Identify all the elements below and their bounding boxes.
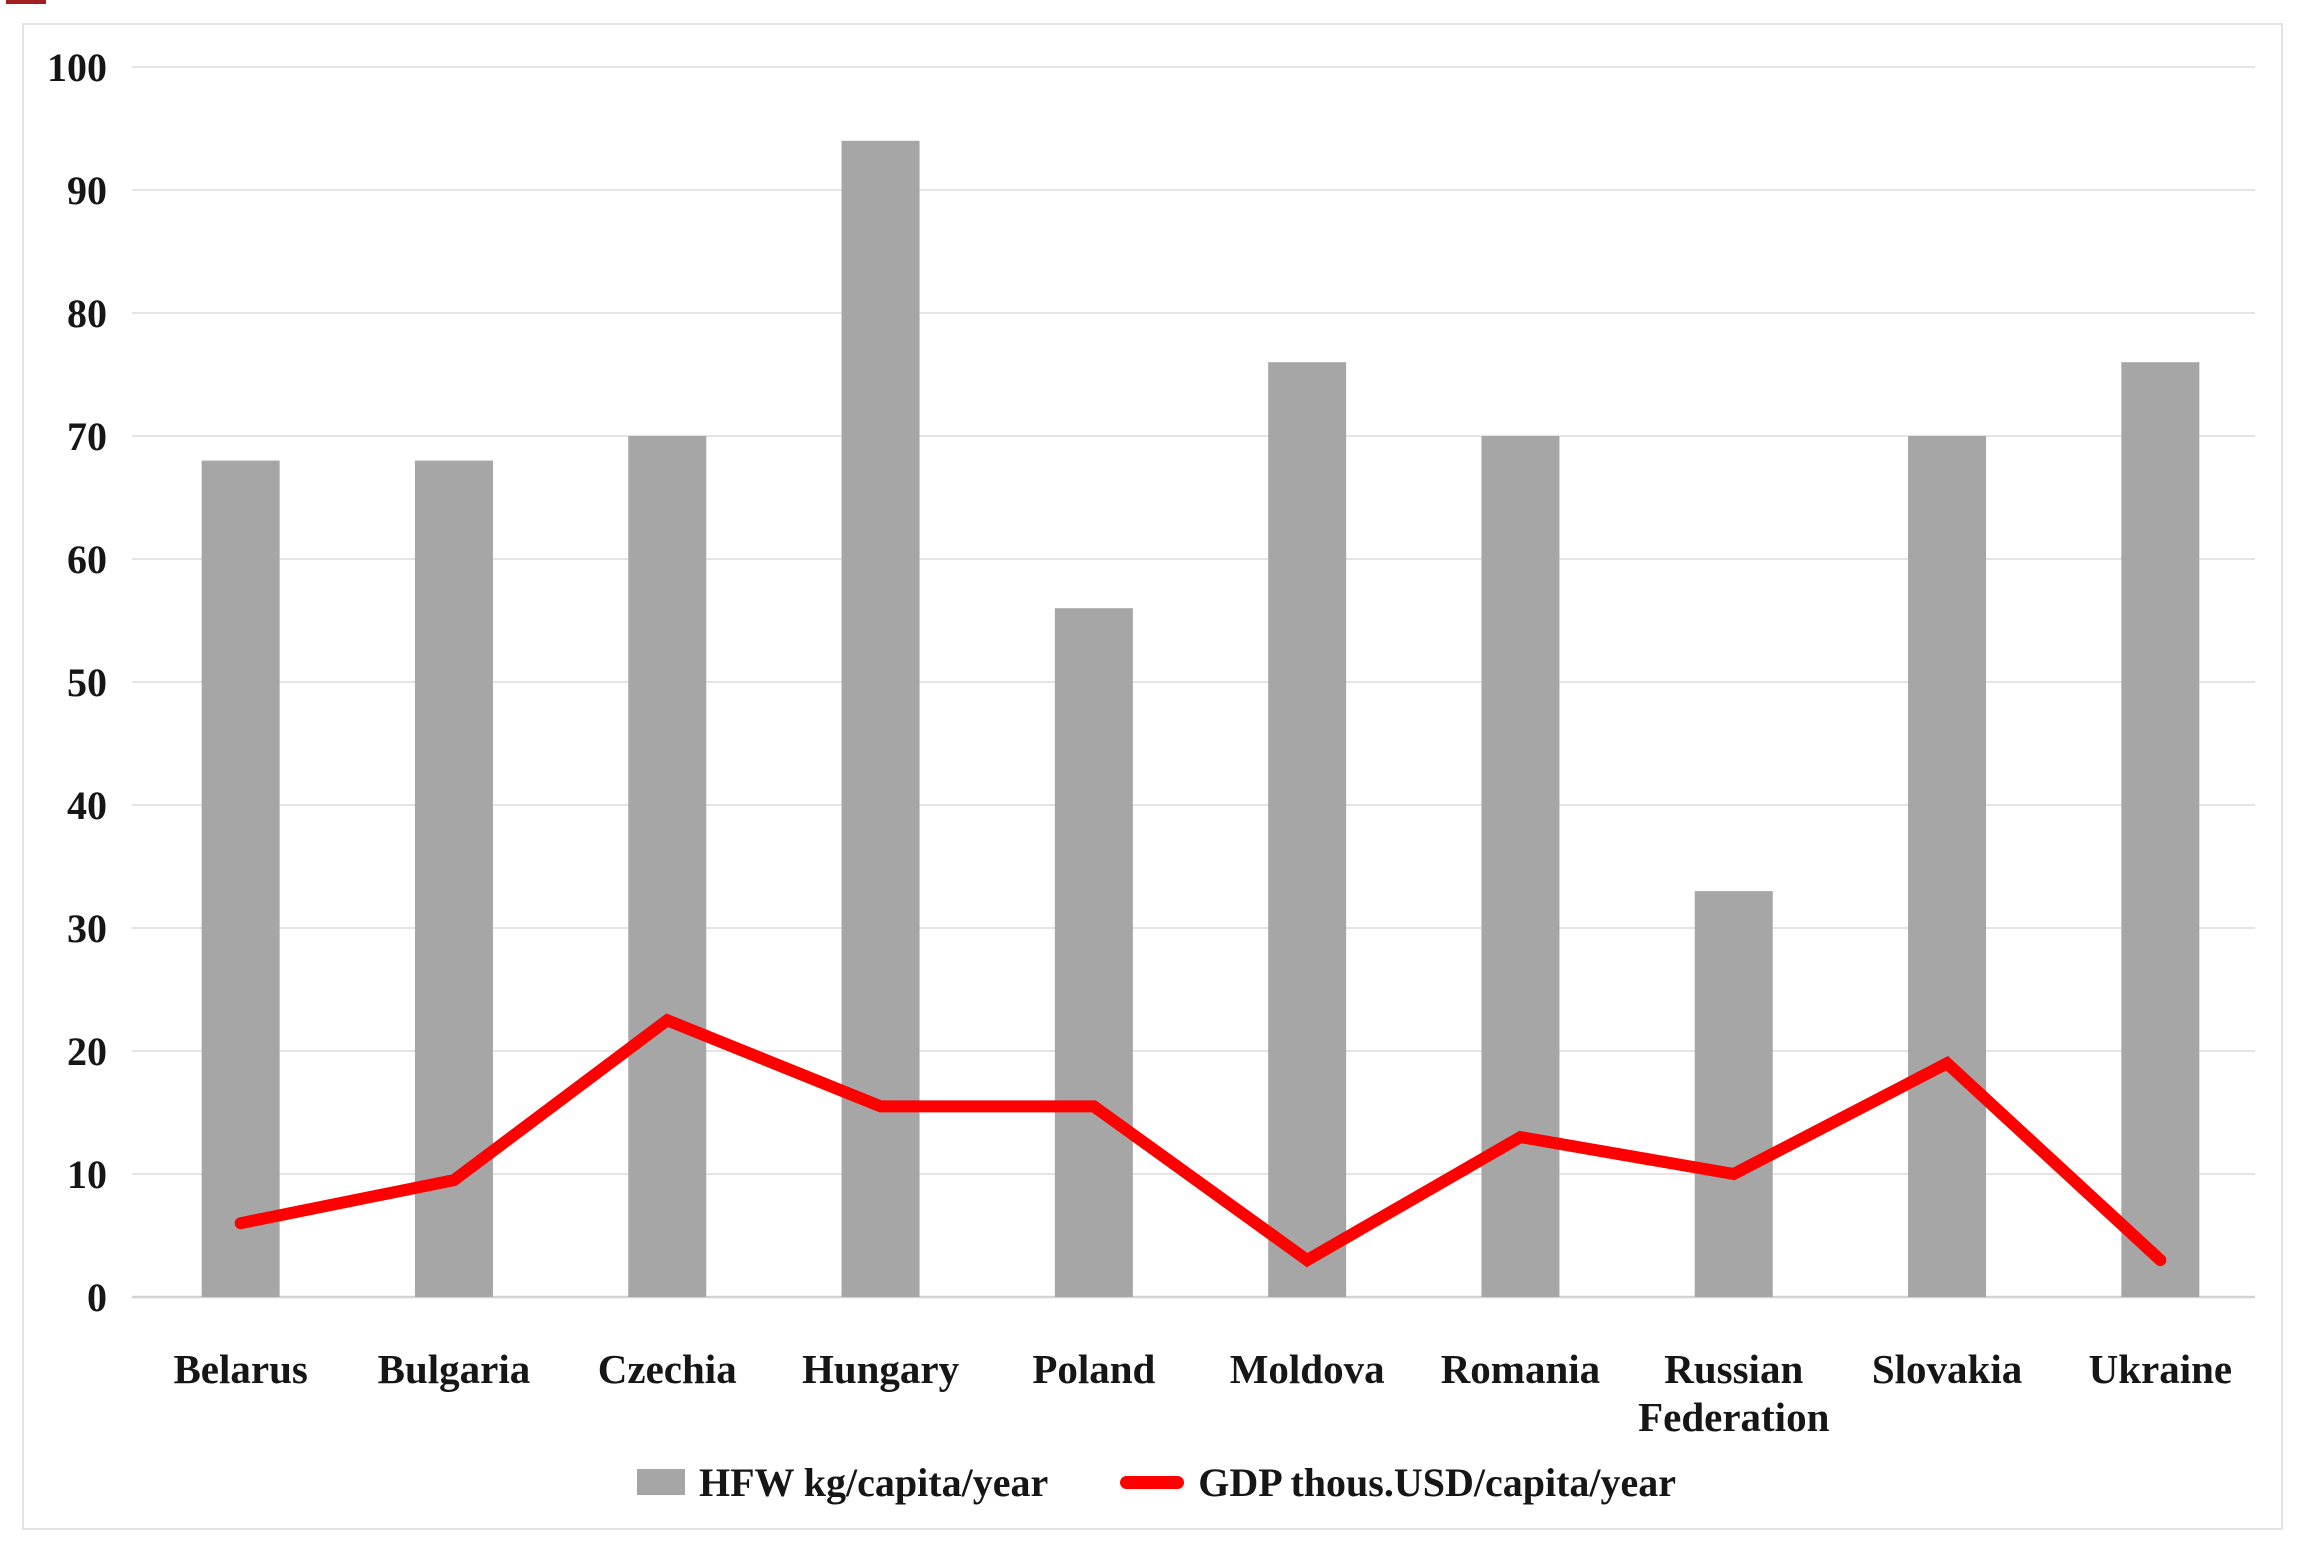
x-category-label: Belarus — [173, 1346, 307, 1392]
legend-bar-label: HFW kg/capita/year — [698, 1459, 1049, 1505]
bar-belarus — [201, 460, 280, 1298]
bar-czechia — [628, 436, 707, 1297]
y-tick-label: 40 — [67, 783, 107, 828]
bar-poland — [1054, 608, 1133, 1297]
y-tick-label: 80 — [67, 291, 107, 336]
y-tick-label: 10 — [67, 1152, 107, 1197]
x-category-label: Hungary — [802, 1346, 960, 1392]
x-category-label: Romania — [1441, 1346, 1600, 1392]
x-category-label: Moldova — [1230, 1346, 1385, 1392]
x-category-label: Ukraine — [2089, 1346, 2233, 1392]
legend-line-label: GDP thous.USD/capita/year — [1198, 1459, 1677, 1505]
gdp-line — [234, 1013, 2167, 1268]
bar-hungary — [841, 140, 920, 1297]
figure-frame — [22, 23, 2283, 1530]
bar-series-swatch-icon — [636, 1469, 685, 1495]
bar-russian-federation — [1694, 891, 1773, 1297]
chart-legend: HFW kg/capita/year GDP thous.USD/capita/… — [0, 1452, 2313, 1512]
y-tick-label: 90 — [67, 168, 107, 213]
y-tick-label: 60 — [67, 537, 107, 582]
bar-moldova — [1268, 362, 1347, 1297]
legend-item-hfw: HFW kg/capita/year — [636, 1459, 1049, 1506]
cropped-red-text-artifact — [6, 0, 46, 4]
y-tick-label: 70 — [67, 414, 107, 459]
line-series-swatch-icon — [1120, 1475, 1185, 1489]
x-category-label: Russian Federation — [1638, 1346, 1829, 1440]
x-category-label: Poland — [1032, 1346, 1155, 1392]
bar-romania — [1481, 436, 1560, 1297]
bar-bulgaria — [414, 460, 493, 1298]
x-category-label: Czechia — [598, 1346, 737, 1392]
x-category-label: Bulgaria — [378, 1346, 531, 1392]
bar-slovakia — [1908, 436, 1987, 1297]
y-tick-label: 20 — [67, 1029, 107, 1074]
y-tick-label: 50 — [67, 660, 107, 705]
y-tick-label: 30 — [67, 906, 107, 951]
y-tick-label: 0 — [87, 1275, 107, 1320]
x-category-label: Slovakia — [1872, 1346, 2022, 1392]
legend-item-gdp: GDP thous.USD/capita/year — [1120, 1459, 1676, 1506]
y-tick-label: 100 — [47, 45, 107, 90]
bar-ukraine — [2121, 362, 2200, 1297]
